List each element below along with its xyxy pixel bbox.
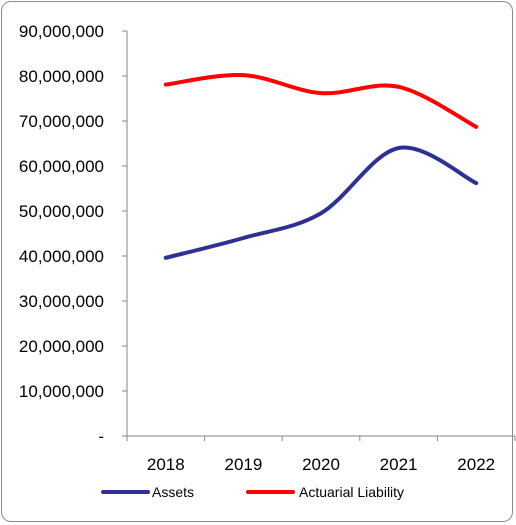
series-line-assets [163, 145, 479, 260]
series-line-actuarial-liability [163, 72, 479, 129]
x-axis: 2018 2019 2020 2021 2022 [126, 435, 516, 474]
legend-label-assets: Assets [152, 484, 194, 500]
x-tick-label: 2019 [224, 455, 262, 474]
series-layer [163, 72, 479, 260]
y-tick-label: 10,000,000 [19, 382, 104, 401]
y-tick-label: 80,000,000 [19, 67, 104, 86]
y-tick-label: - [98, 427, 104, 446]
y-axis: - 10,000,000 20,000,000 30,000,000 40,000,00… [19, 22, 128, 446]
y-tick-label: 30,000,000 [19, 292, 104, 311]
x-tick-label: 2018 [147, 455, 185, 474]
y-tick-label: 90,000,000 [19, 22, 104, 41]
y-tick-label: 40,000,000 [19, 247, 104, 266]
y-tick-label: 70,000,000 [19, 112, 104, 131]
legend-label-actuarial-liability: Actuarial Liability [299, 484, 404, 500]
y-tick-label: 50,000,000 [19, 202, 104, 221]
y-tick-label: 60,000,000 [19, 157, 104, 176]
legend: Assets Actuarial Liability [101, 484, 404, 500]
y-tick-label: 20,000,000 [19, 337, 104, 356]
x-tick-label: 2021 [380, 455, 418, 474]
x-tick-label: 2020 [302, 455, 340, 474]
x-tick-label: 2022 [457, 455, 495, 474]
